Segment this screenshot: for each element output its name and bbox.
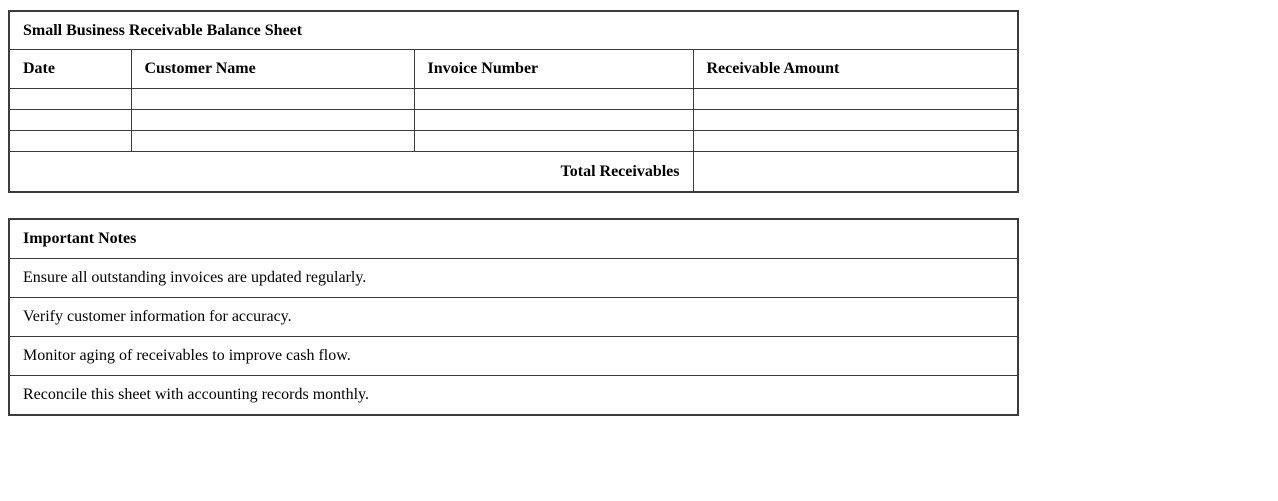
important-notes-table: Important Notes Ensure all outstanding i… [8, 218, 1019, 416]
receivable-amount-cell[interactable] [692, 109, 1019, 131]
invoice-number-cell[interactable] [413, 130, 694, 152]
customer-name-cell[interactable] [130, 130, 415, 152]
invoice-number-cell[interactable] [413, 109, 694, 131]
note-row-2: Verify customer information for accuracy… [8, 297, 1019, 337]
document-page: Small Business Receivable Balance Sheet … [8, 10, 1020, 416]
receivable-row-3 [8, 130, 1019, 152]
table-spacer [8, 193, 1017, 218]
column-header-invoice-number: Invoice Number [413, 49, 694, 89]
total-receivables-value-cell[interactable] [692, 151, 1019, 193]
receivable-table-title-row: Small Business Receivable Balance Sheet [8, 10, 1019, 50]
receivable-row-2 [8, 109, 1019, 131]
note-item: Reconcile this sheet with accounting rec… [8, 375, 1019, 416]
notes-table-title: Important Notes [8, 218, 1019, 259]
note-item: Ensure all outstanding invoices are upda… [8, 258, 1019, 298]
receivable-balance-table: Small Business Receivable Balance Sheet … [8, 10, 1020, 193]
date-cell[interactable] [8, 130, 132, 152]
note-item: Verify customer information for accuracy… [8, 297, 1019, 337]
column-header-customer-name: Customer Name [130, 49, 415, 89]
date-cell[interactable] [8, 109, 132, 131]
receivable-table-title: Small Business Receivable Balance Sheet [8, 10, 1019, 50]
total-receivables-row: Total Receivables [8, 151, 1019, 193]
receivable-row-1 [8, 88, 1019, 110]
notes-title-row: Important Notes [8, 218, 1019, 259]
column-header-receivable-amount: Receivable Amount [692, 49, 1019, 89]
total-receivables-label: Total Receivables [8, 151, 694, 193]
customer-name-cell[interactable] [130, 109, 415, 131]
receivable-table-header-row: Date Customer Name Invoice Number Receiv… [8, 49, 1019, 89]
receivable-amount-cell[interactable] [692, 130, 1019, 152]
date-cell[interactable] [8, 88, 132, 110]
note-row-1: Ensure all outstanding invoices are upda… [8, 258, 1019, 298]
note-row-4: Reconcile this sheet with accounting rec… [8, 375, 1019, 416]
customer-name-cell[interactable] [130, 88, 415, 110]
receivable-amount-cell[interactable] [692, 88, 1019, 110]
note-item: Monitor aging of receivables to improve … [8, 336, 1019, 376]
column-header-date: Date [8, 49, 132, 89]
note-row-3: Monitor aging of receivables to improve … [8, 336, 1019, 376]
invoice-number-cell[interactable] [413, 88, 694, 110]
